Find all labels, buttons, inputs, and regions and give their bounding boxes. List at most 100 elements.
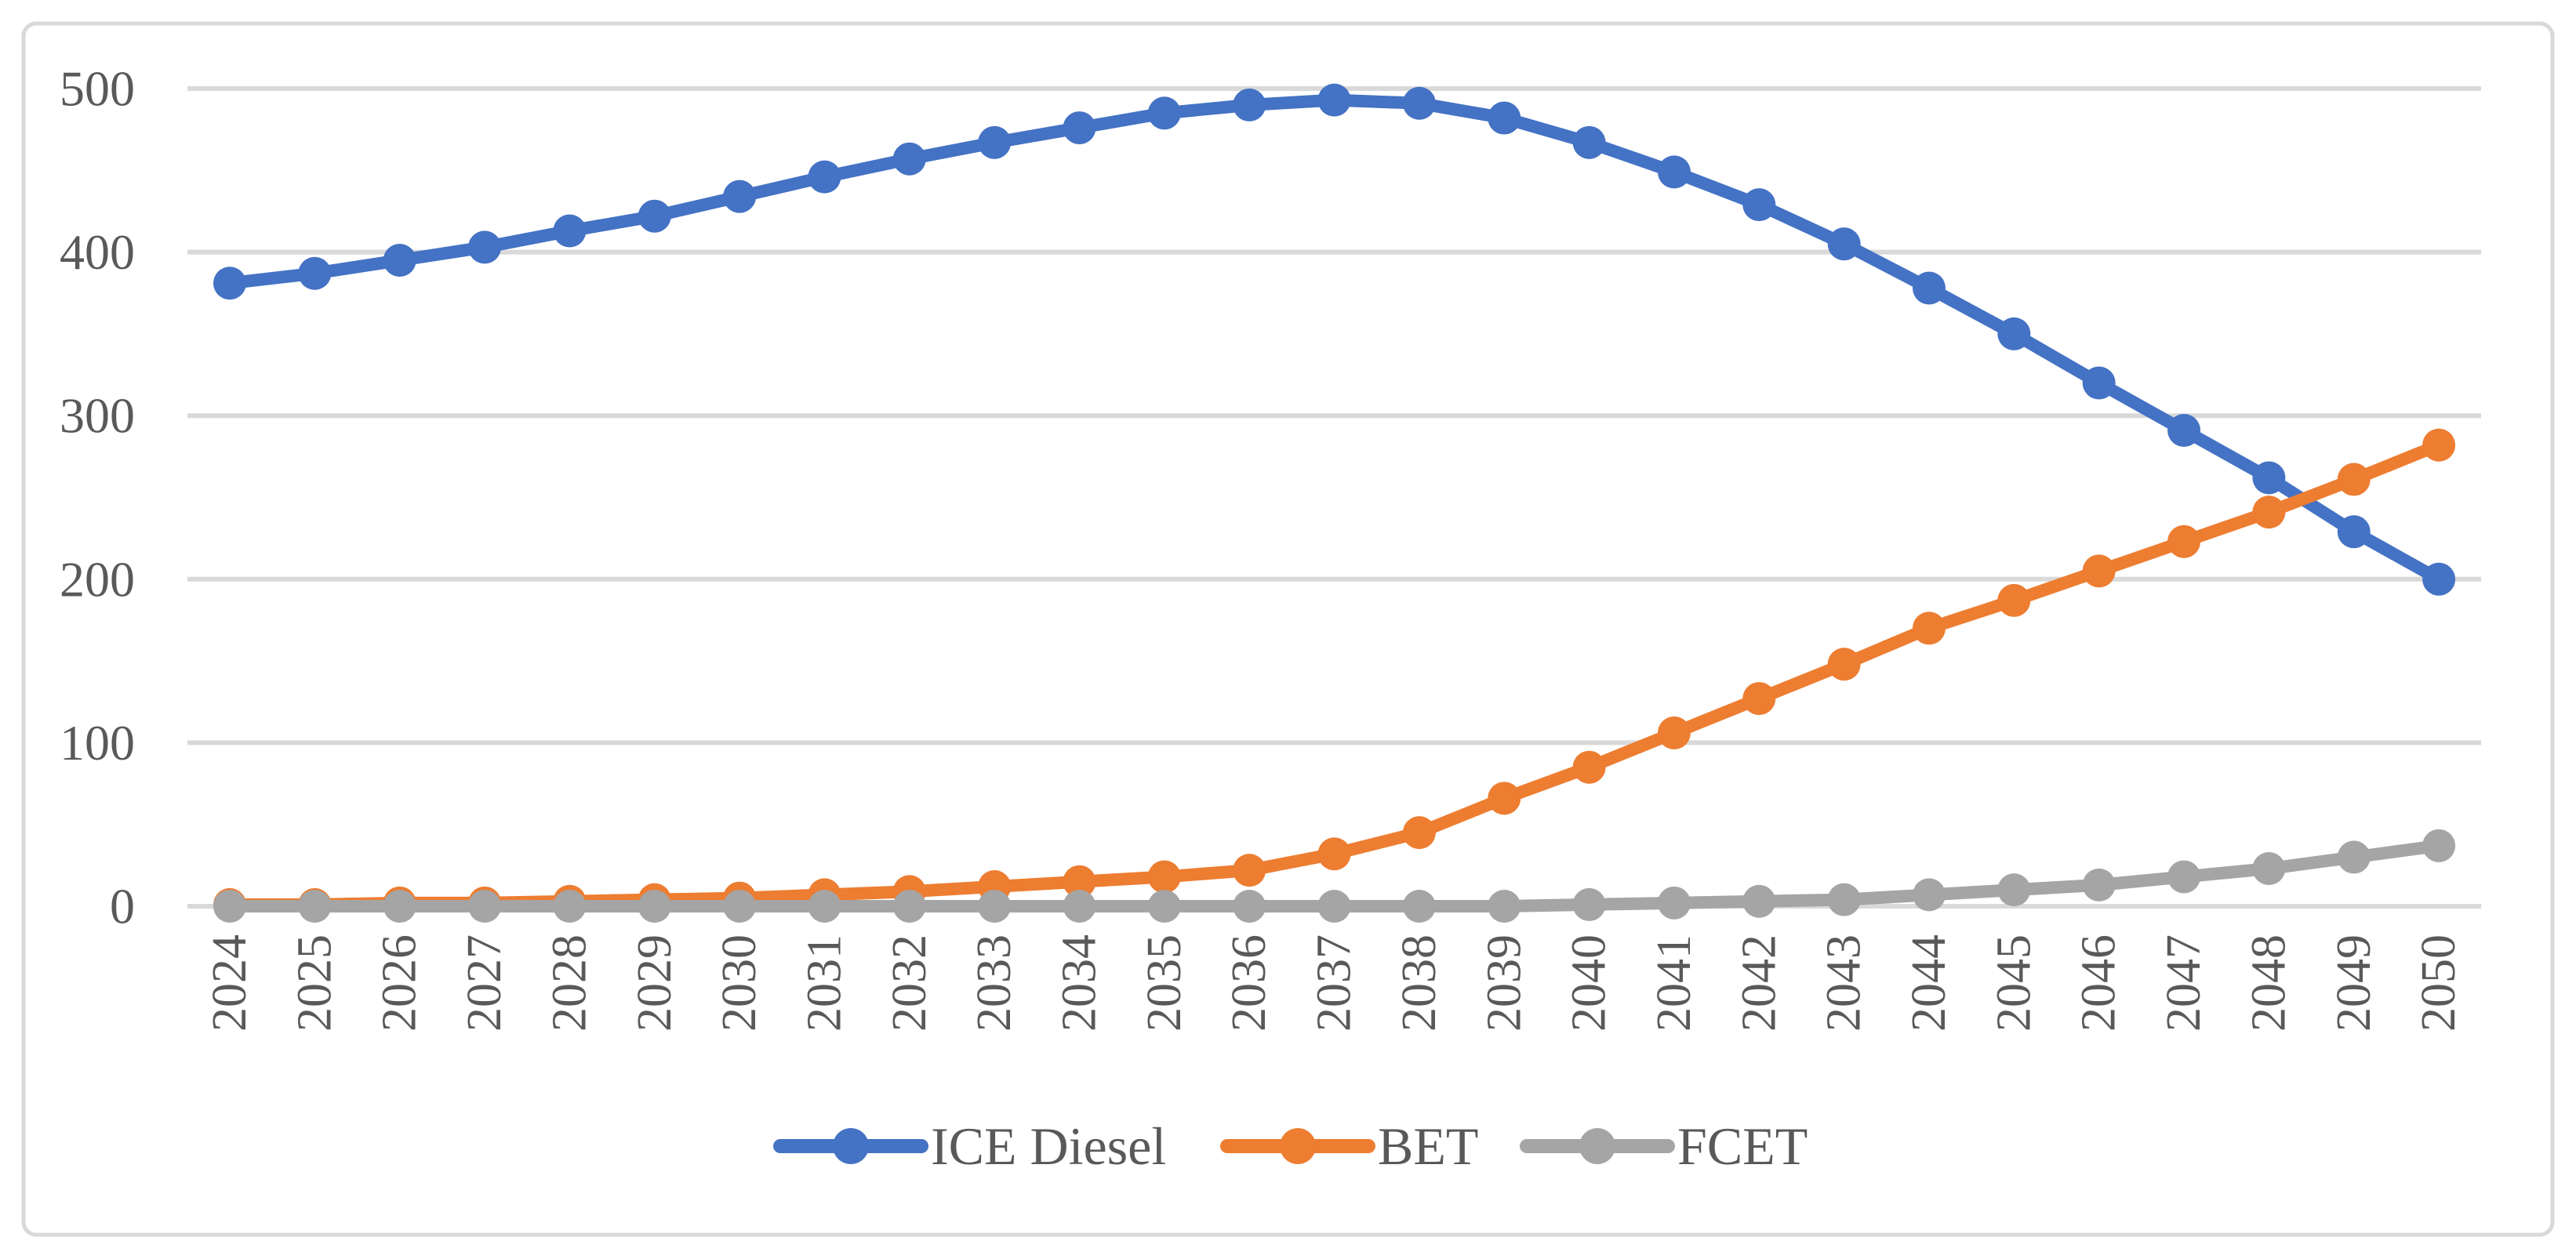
x-axis-tick-label: 2039 [1477, 934, 1531, 1032]
data-point-marker [1063, 890, 1096, 923]
data-point-marker [1657, 886, 1691, 920]
data-point-marker [978, 890, 1012, 923]
series-fcet [213, 829, 2456, 923]
data-point-marker [2167, 413, 2201, 447]
x-axis-tick-label: 2026 [373, 934, 427, 1032]
data-point-marker [1233, 890, 1266, 923]
data-point-marker [298, 890, 332, 923]
data-point-marker [1317, 890, 1351, 923]
data-point-marker [1402, 890, 1436, 923]
legend-swatch-marker [833, 1128, 869, 1164]
data-point-marker [1657, 716, 1691, 749]
y-axis-tick-label: 400 [60, 224, 135, 280]
data-point-marker [1147, 96, 1181, 130]
data-point-marker [638, 890, 671, 923]
data-point-marker [468, 230, 502, 264]
data-point-marker [2167, 860, 2201, 894]
data-point-marker [1488, 101, 1521, 135]
legend-item-bet: BET [1220, 1116, 1478, 1176]
legend-label: FCET [1677, 1116, 1808, 1176]
data-point-marker [978, 125, 1012, 159]
x-axis-tick-label: 2025 [288, 934, 341, 1032]
data-point-marker [2082, 868, 2116, 902]
x-axis-tick-label: 2045 [1987, 934, 2040, 1032]
y-axis-tick-label: 300 [60, 388, 135, 444]
legend-swatch-marker [1579, 1128, 1615, 1164]
x-axis-tick-label: 2030 [713, 934, 766, 1032]
data-point-marker [1913, 611, 1946, 645]
data-point-marker [1997, 873, 2031, 907]
x-axis-tick-label: 2027 [458, 934, 511, 1032]
data-point-marker [1147, 890, 1181, 923]
x-axis-tick-label: 2034 [1053, 934, 1106, 1032]
x-axis-tick-label: 2036 [1223, 934, 1276, 1032]
data-point-marker [1488, 890, 1521, 923]
data-point-marker [723, 180, 757, 213]
data-point-marker [2252, 495, 2286, 529]
data-point-marker [1488, 782, 1521, 815]
data-point-marker [2252, 461, 2286, 495]
data-point-marker [808, 160, 841, 194]
data-point-marker [213, 267, 246, 300]
y-axis: 0 100 200 300 400 500 [60, 61, 135, 934]
data-point-marker [638, 199, 671, 233]
data-point-marker [1233, 854, 1266, 887]
data-point-marker [1572, 887, 1606, 921]
data-point-marker [1402, 816, 1436, 850]
data-point-marker [298, 256, 332, 290]
data-point-marker [1997, 583, 2031, 617]
data-point-marker [808, 890, 841, 923]
x-axis-tick-label: 2031 [798, 934, 851, 1032]
x-axis-tick-label: 2037 [1308, 934, 1361, 1032]
x-axis-tick-label: 2033 [968, 934, 1021, 1032]
data-point-marker [2422, 428, 2456, 462]
data-point-marker [1572, 750, 1606, 784]
data-point-marker [1827, 883, 1861, 916]
data-point-marker [1997, 317, 2031, 350]
data-point-marker [2082, 366, 2116, 400]
x-axis-tick-label: 2046 [2073, 934, 2126, 1032]
x-axis-tick-label: 2028 [543, 934, 596, 1032]
x-axis-tick-label: 2044 [1902, 934, 1956, 1032]
legend-item-ice-diesel: ICE Diesel [773, 1116, 1166, 1176]
x-axis-tick-label: 2029 [628, 934, 681, 1032]
data-point-marker [2422, 562, 2456, 596]
data-point-marker [2082, 554, 2116, 588]
data-point-marker [892, 142, 926, 176]
data-point-marker [892, 890, 926, 923]
data-point-marker [2252, 852, 2286, 886]
data-point-marker [1742, 188, 1776, 222]
data-point-marker [383, 890, 416, 923]
data-point-marker [1317, 837, 1351, 871]
x-axis-tick-label: 2040 [1563, 934, 1616, 1032]
legend-item-fcet: FCET [1520, 1116, 1808, 1176]
figure-border [21, 21, 2555, 1237]
data-point-marker [1742, 682, 1776, 716]
x-axis-tick-label: 2038 [1393, 934, 1446, 1032]
x-axis-tick-label: 2047 [2157, 934, 2211, 1032]
data-point-marker [2422, 829, 2456, 862]
x-axis-tick-label: 2048 [2242, 934, 2295, 1032]
data-point-marker [1147, 860, 1181, 894]
x-axis-tick-label: 2035 [1138, 934, 1191, 1032]
legend-label: ICE Diesel [931, 1116, 1166, 1176]
x-axis-tick-label: 2042 [1732, 934, 1786, 1032]
x-axis-tick-label: 2041 [1648, 934, 1701, 1032]
legend-swatch-marker [1280, 1128, 1316, 1164]
data-point-marker [1827, 648, 1861, 681]
y-axis-tick-label: 200 [60, 551, 135, 607]
data-point-marker [553, 214, 587, 248]
x-axis-tick-label: 2032 [883, 934, 936, 1032]
data-point-marker [553, 890, 587, 923]
data-point-marker [1827, 227, 1861, 261]
data-point-marker [1913, 271, 1946, 305]
data-point-marker [1063, 111, 1096, 145]
data-point-marker [1913, 878, 1946, 912]
legend-label: BET [1378, 1116, 1478, 1176]
data-point-marker [383, 244, 416, 278]
data-point-marker [2337, 463, 2371, 496]
data-point-marker [468, 890, 502, 923]
x-axis: 2024 2025 2026 2027 2028 2029 2030 2031 2032 2033… [203, 934, 2465, 1032]
